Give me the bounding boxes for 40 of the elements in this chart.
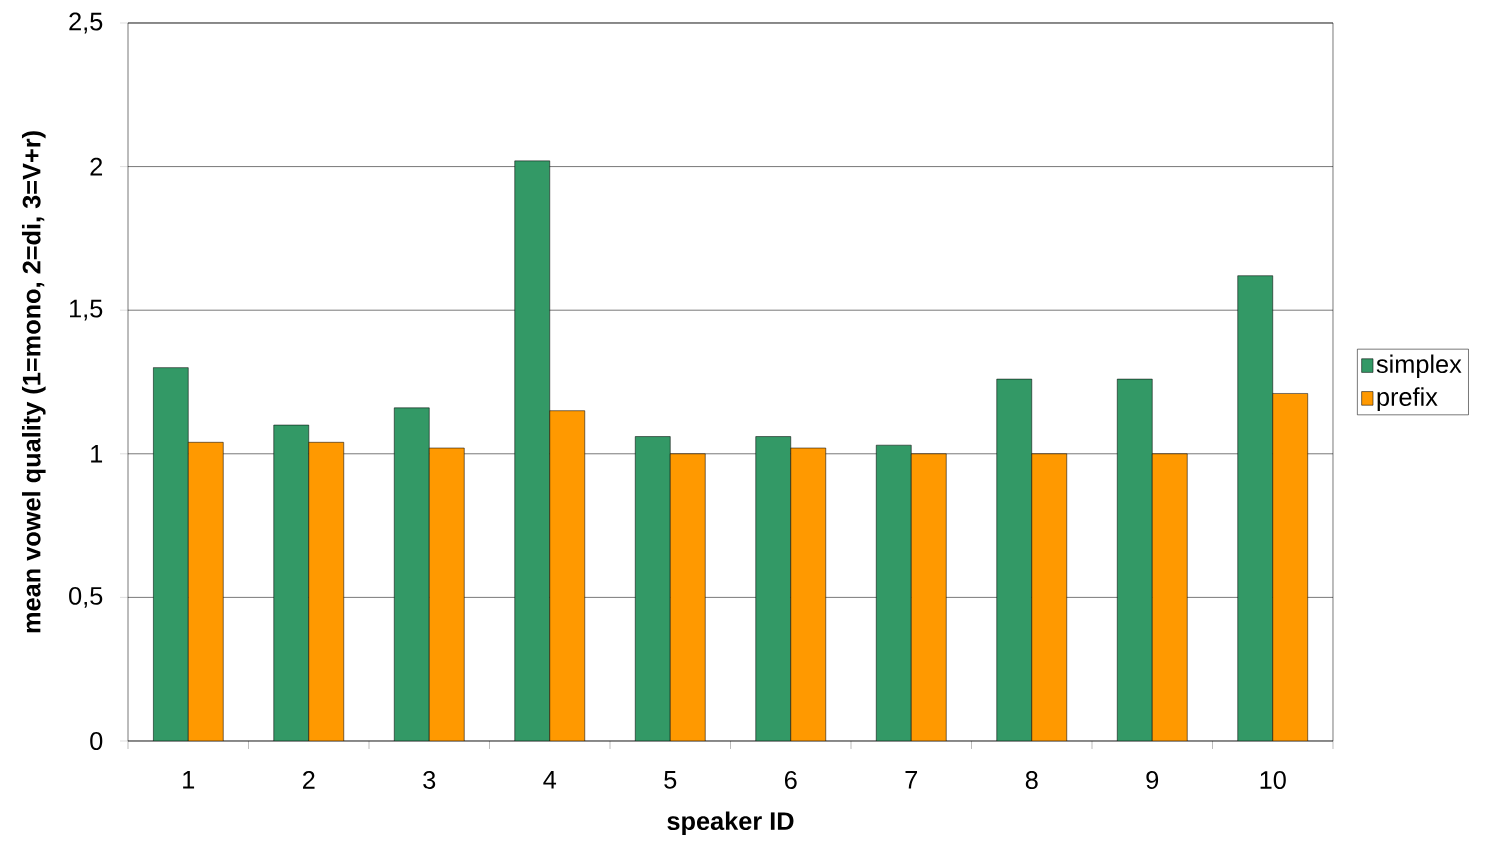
- x-tick-label: 4: [543, 771, 557, 789]
- x-tick-label: 6: [784, 771, 797, 789]
- y-tick-label: 1: [91, 445, 103, 463]
- bar: [669, 453, 706, 741]
- bar: [273, 424, 310, 741]
- bar: [875, 444, 912, 741]
- x-tick-label: 8: [1025, 771, 1038, 789]
- bar: [187, 442, 224, 741]
- bar: [549, 410, 586, 741]
- y-tick-label: 1,5: [70, 299, 103, 321]
- bar: [152, 367, 189, 741]
- legend-label: simplex: [1376, 354, 1462, 379]
- y-tick-label: 2: [90, 157, 103, 176]
- x-tick-label: 5: [664, 771, 677, 789]
- bar: [755, 436, 792, 741]
- bar: [514, 160, 551, 741]
- bar: [1116, 378, 1153, 741]
- x-tick-label: 2: [302, 771, 315, 789]
- bar: [393, 407, 430, 741]
- bar: [428, 447, 465, 741]
- y-tick-label: 0: [90, 732, 103, 750]
- x-tick-label: 3: [423, 771, 436, 789]
- bar: [1237, 275, 1274, 741]
- y-tick-label: 2,5: [69, 12, 103, 34]
- bar: [996, 378, 1033, 741]
- legend-label: prefix: [1377, 387, 1438, 411]
- y-axis-title: mean vowel quality (1=mono, 2=di, 3=V+r): [21, 131, 46, 633]
- bar: [790, 447, 827, 741]
- x-tick-label: 1: [183, 771, 195, 789]
- x-tick-label: 9: [1146, 771, 1159, 789]
- y-tick-label: 0,5: [69, 586, 103, 608]
- bar: [1031, 453, 1068, 741]
- bar: [1272, 393, 1309, 741]
- x-axis-title: speaker ID: [667, 811, 794, 836]
- bar: [308, 442, 345, 741]
- bar: [1151, 453, 1188, 741]
- bar: [910, 453, 947, 741]
- bar: [634, 436, 671, 741]
- x-tick-label: 7: [905, 771, 918, 789]
- x-tick-label: 10: [1260, 771, 1286, 789]
